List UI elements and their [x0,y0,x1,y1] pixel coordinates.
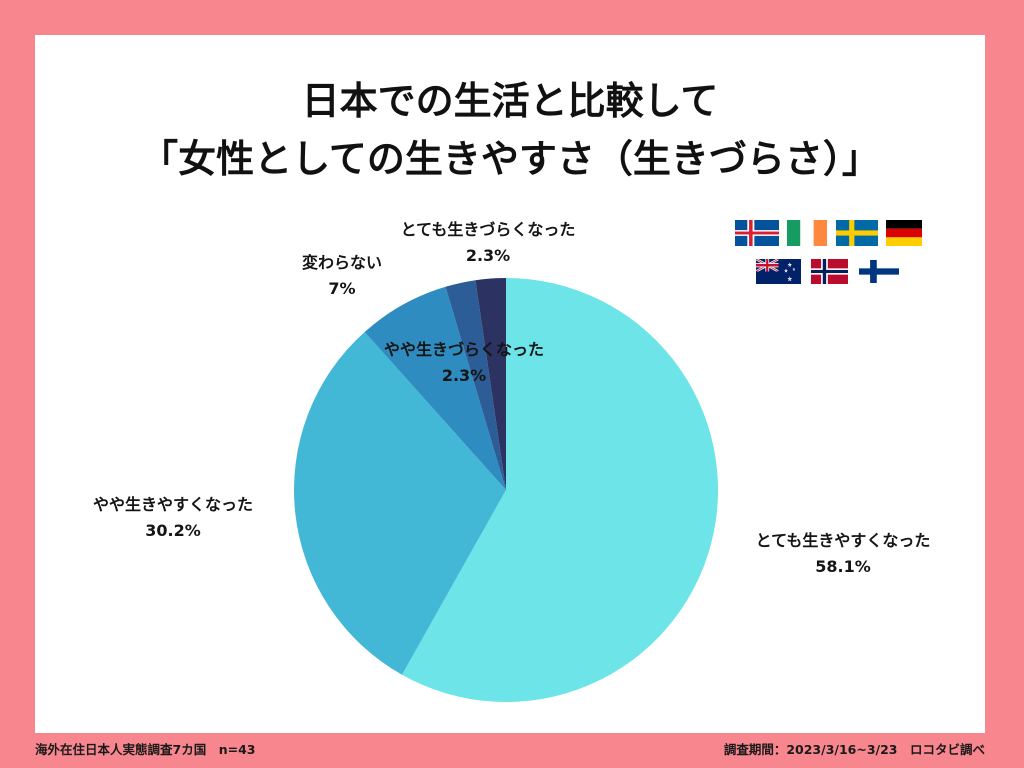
chart-title: 日本での生活と比較して 「女性としての生きやすさ（生きづらさ）」 [35,72,985,188]
data-label-somewhat-harder-category: やや生きづらくなった [383,340,544,359]
finland-flag-icon [859,260,899,283]
data-label-much-easier-value: 58.1% [815,557,871,576]
germany-flag-icon [886,220,922,246]
chart-panel: 日本での生活と比較して 「女性としての生きやすさ（生きづらさ）」 とても生きやす… [35,35,985,733]
data-label-no-change-value: 7% [328,279,356,298]
pie-chart [294,278,719,702]
new-zealand-flag-icon [756,259,801,284]
data-label-no-change: 変わらない 7% [232,250,452,302]
survey-note: 海外在住日本人実態調査7カ国 n=43 [35,742,256,757]
iceland-flag-icon [735,220,779,246]
slice-somewhat-harder [445,280,506,490]
slice-much-easier [402,278,719,702]
data-label-much-harder-category: とても生きづらくなった [400,220,576,239]
data-label-somewhat-easier: やや生きやすくなった 30.2% [63,492,283,544]
data-label-much-easier-category: とても生きやすくなった [755,531,931,550]
ireland-flag-icon [787,220,827,246]
slice-no-change [364,286,506,490]
survey-period: 調査期間：2023/3/16~3/23 ロコタビ調べ [723,742,985,757]
norway-flag-icon [811,259,848,284]
data-label-much-harder-value: 2.3% [465,246,511,265]
data-label-somewhat-easier-value: 30.2% [145,521,201,540]
data-label-somewhat-harder: やや生きづらくなった 2.3% [354,337,574,389]
data-label-much-easier: とても生きやすくなった 58.1% [733,528,953,580]
data-label-somewhat-harder-value: 2.3% [441,366,487,385]
data-label-much-harder: とても生きづらくなった 2.3% [378,217,598,269]
slice-much-harder [475,278,506,490]
chart-title-line-2: 「女性としての生きやすさ（生きづらさ）」 [140,137,880,181]
sweden-flag-icon [836,220,878,246]
slice-somewhat-easier [294,331,506,675]
chart-title-line-1: 日本での生活と比較して [301,79,719,123]
data-label-somewhat-easier-category: やや生きやすくなった [92,495,253,514]
data-label-no-change-category: 変わらない [301,253,382,272]
